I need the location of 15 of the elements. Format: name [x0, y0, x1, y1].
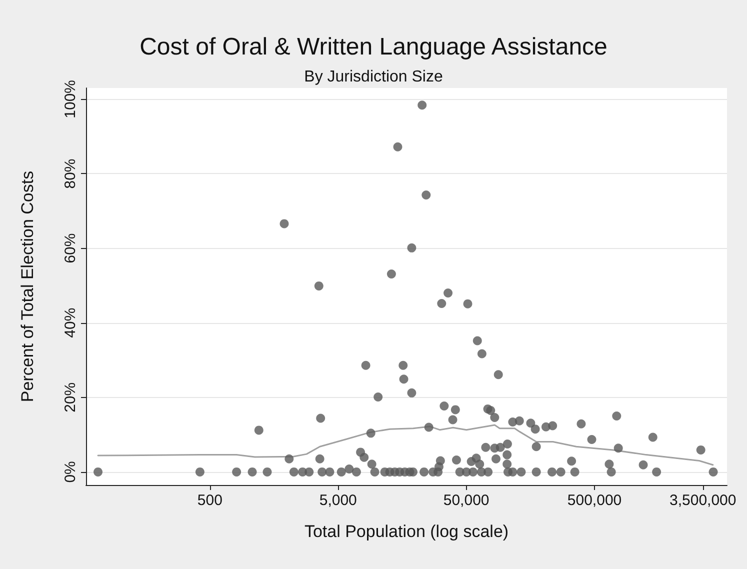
y-tick-label: 100% [62, 80, 79, 118]
y-axis-title: Percent of Total Election Costs [18, 170, 37, 402]
y-tick-label: 40% [62, 308, 79, 338]
x-tick-label: 500 [197, 492, 222, 509]
chart-subtitle: By Jurisdiction Size [304, 68, 443, 86]
y-tick-label: 20% [62, 382, 79, 412]
chart-title: Cost of Oral & Written Language Assistance [140, 34, 608, 60]
x-axis-title: Total Population (log scale) [304, 522, 509, 541]
y-tick-label: 0% [62, 461, 79, 483]
x-tick-label: 50,000 [443, 492, 490, 509]
x-tick-label: 3,500,000 [669, 492, 736, 509]
y-tick-label: 60% [62, 233, 79, 264]
x-tick-label: 5,000 [319, 492, 357, 509]
y-tick-label: 80% [62, 158, 79, 189]
x-tick-label: 500,000 [567, 492, 622, 509]
